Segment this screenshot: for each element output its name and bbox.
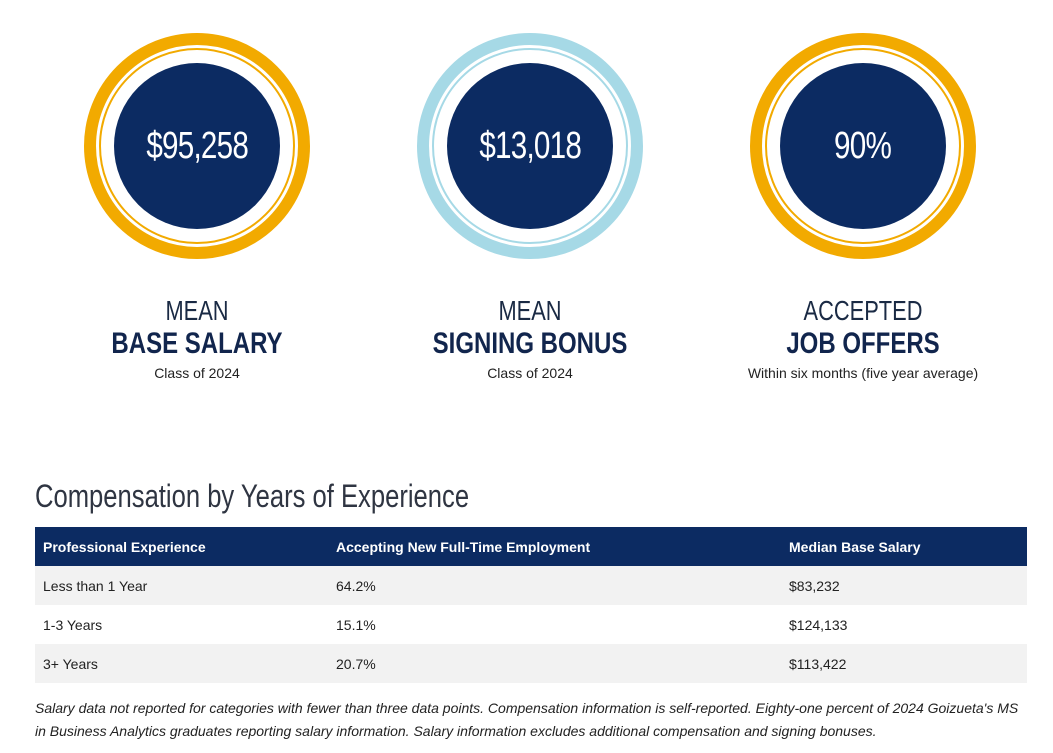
footnote: Salary data not reported for categories … (35, 700, 1019, 739)
header-accepting-employment: Accepting New Full-Time Employment (328, 527, 781, 566)
ring-core: $95,258 (114, 63, 280, 229)
cell-accepting: 64.2% (328, 566, 781, 605)
stat-subtext: Within six months (five year average) (747, 365, 979, 381)
section-title: Compensation by Years of Experience (35, 478, 470, 514)
cell-salary: $124,133 (789, 616, 848, 633)
stat-value: $13,018 (479, 124, 581, 167)
table-header-row: Professional Experience Accepting New Fu… (35, 527, 1027, 566)
header-professional-experience: Professional Experience (35, 527, 328, 566)
stat-accepted-job-offers: 90% ACCEPTED JOB OFFERS Within six month… (713, 33, 1013, 381)
stat-mean-signing-bonus: $13,018 MEAN SIGNING BONUS Class of 2024 (380, 33, 680, 381)
stat-label-bold: SIGNING BONUS (432, 327, 628, 360)
ring-core: $13,018 (447, 63, 613, 229)
compensation-table: Professional Experience Accepting New Fu… (35, 527, 1027, 683)
cell-accepting: 20.7% (328, 644, 781, 683)
cell-experience: 3+ Years (35, 644, 328, 683)
ring-inner-line (432, 48, 628, 244)
stat-subtext: Class of 2024 (487, 365, 573, 381)
cell-salary: $83,232 (781, 566, 1027, 605)
stat-label-top: MEAN (165, 295, 229, 326)
ring-inner-line (765, 48, 961, 244)
header-median-base-salary: Median Base Salary (781, 527, 1027, 566)
stat-label-bold: JOB OFFERS (786, 327, 940, 360)
ring-core: 90% (780, 63, 946, 229)
stat-mean-base-salary: $95,258 MEAN BASE SALARY Class of 2024 (47, 33, 347, 381)
stat-value: $95,258 (146, 124, 248, 167)
stat-label-top: MEAN (498, 295, 562, 326)
stat-label-top: ACCEPTED (803, 295, 923, 326)
table-row: 3+ Years 20.7% $113,422 (35, 644, 1027, 683)
cell-experience: Less than 1 Year (35, 566, 328, 605)
ring-inner-line (99, 48, 295, 244)
stat-ring: 90% (750, 33, 976, 259)
cell-salary: $113,422 (781, 644, 1027, 683)
stat-ring: $95,258 (84, 33, 310, 259)
stat-value: 90% (834, 124, 893, 167)
table-row: 1-3 Years 15.1% $124,133 (35, 605, 1027, 644)
stat-subtext: Class of 2024 (154, 365, 240, 381)
cell-accepting: 15.1% (336, 616, 376, 633)
cell-experience: 1-3 Years (43, 616, 103, 633)
stat-label-bold: BASE SALARY (111, 327, 283, 360)
stat-ring: $13,018 (417, 33, 643, 259)
table-row: Less than 1 Year 64.2% $83,232 (35, 566, 1027, 605)
